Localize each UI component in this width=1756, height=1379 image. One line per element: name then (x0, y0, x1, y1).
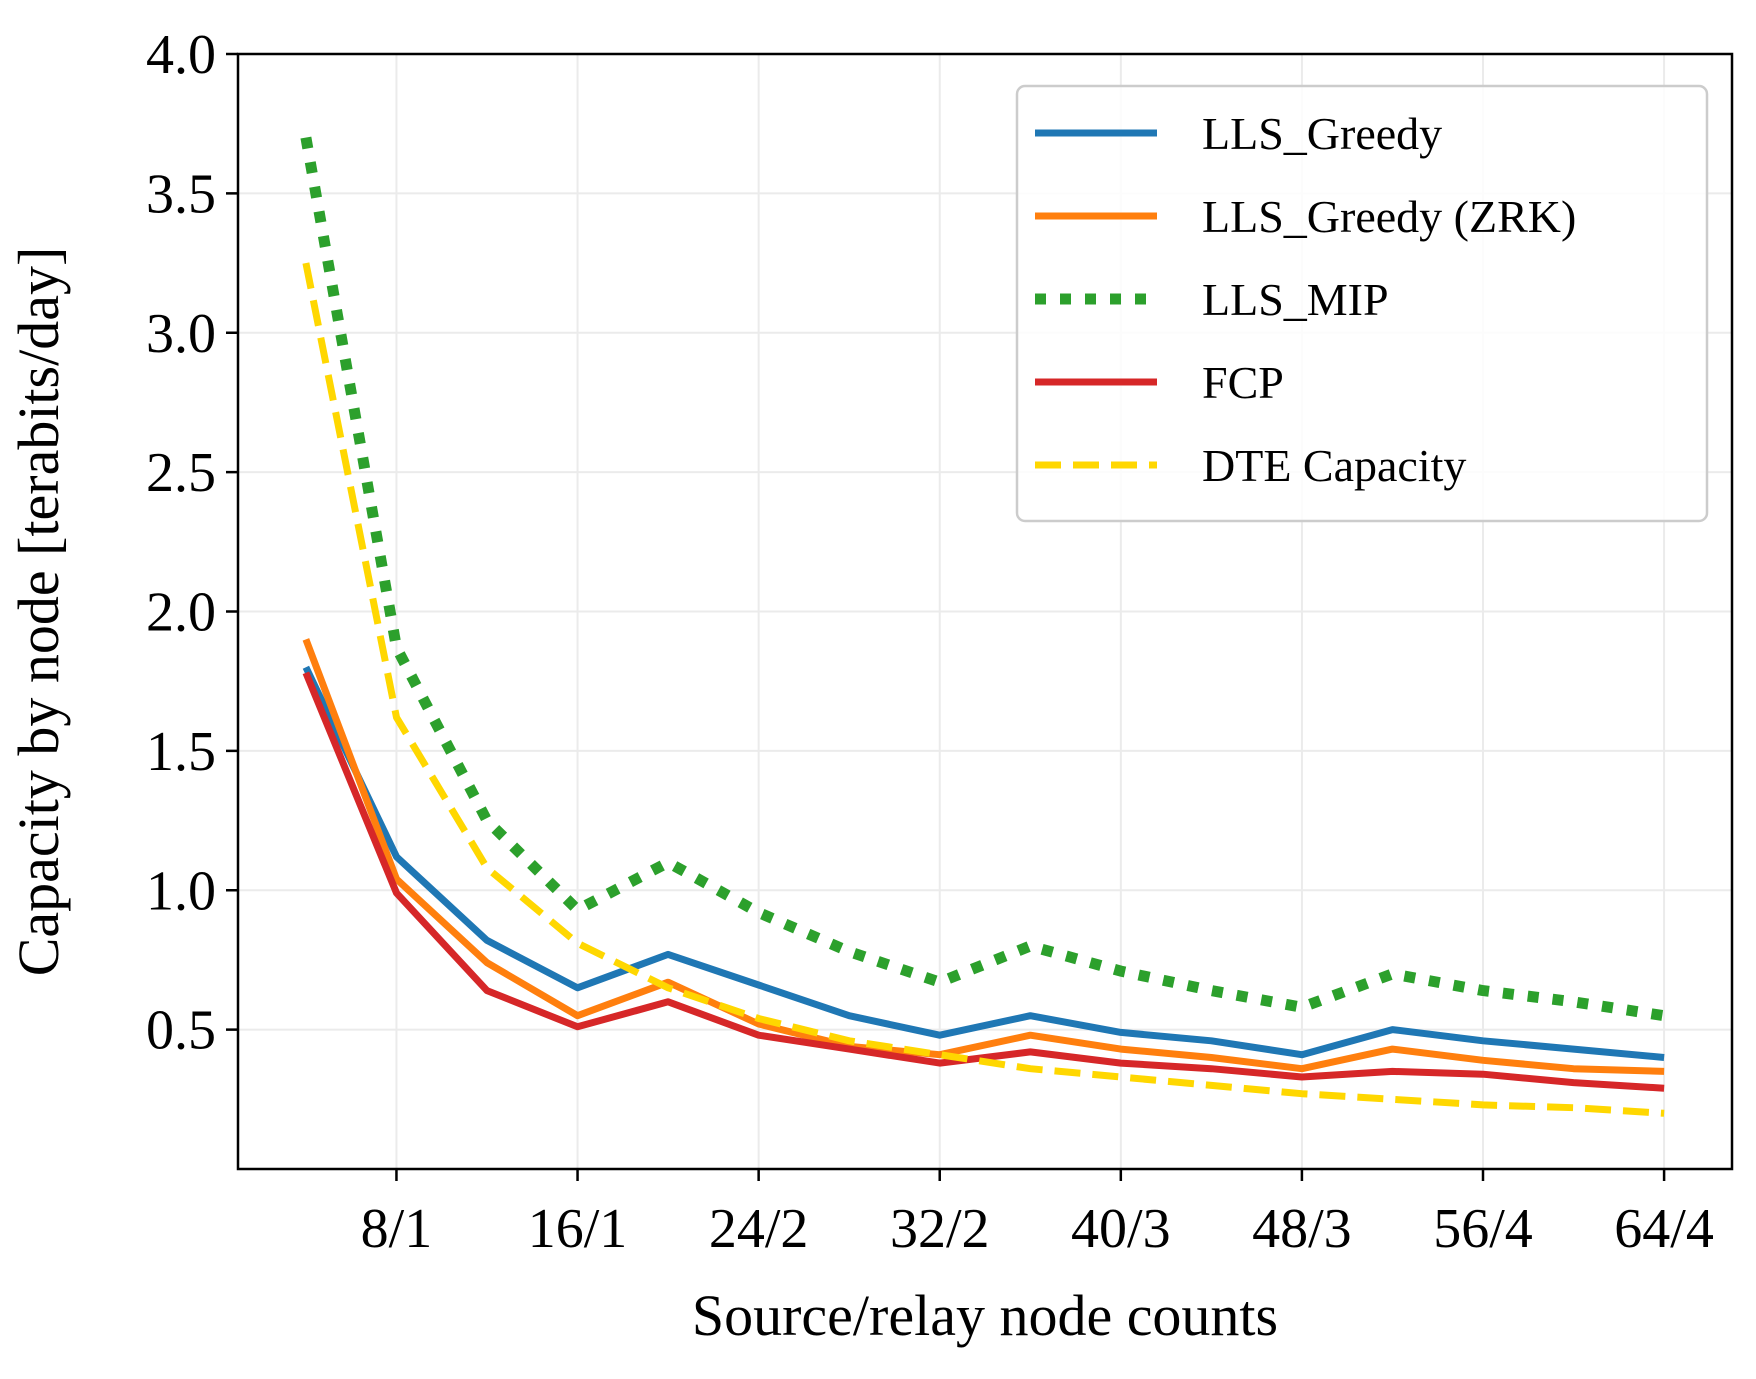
x-tick-label: 64/4 (1614, 1198, 1714, 1260)
x-tick-label: 16/1 (528, 1198, 628, 1260)
series-line-lls-mip (300, 136, 1665, 1022)
legend-box (1015, 84, 1709, 523)
x-tick-label: 48/3 (1252, 1198, 1352, 1260)
y-tick-label: 3.5 (146, 163, 216, 225)
y-tick-label: 2.0 (146, 582, 216, 644)
legend-label: DTE Capacity (1202, 440, 1466, 491)
x-tick-label: 32/2 (890, 1198, 990, 1260)
series-line-lls-greedy (302, 665, 1665, 1061)
series-line-dte-capacity (302, 262, 1665, 1117)
y-tick-label: 1.5 (146, 721, 216, 783)
legend-label: LLS_Greedy (ZRK) (1202, 191, 1576, 242)
legend: LLS_Greedy LLS_Greedy (ZRK) LLS_MIP FCP DTE … (1015, 84, 1709, 523)
y-tick-label: 0.5 (146, 1000, 216, 1062)
legend-label: LLS_Greedy (1202, 108, 1442, 159)
series-lines (300, 136, 1665, 1117)
y-axis-ticks: 0.5 1.0 1.5 2.0 2.5 3.0 3.5 4.0 (146, 24, 238, 1062)
x-axis-title: Source/relay node counts (692, 1283, 1278, 1348)
series-line-fcp (302, 671, 1665, 1092)
y-tick-label: 4.0 (146, 24, 216, 86)
series-line-lls-greedy-zrk (302, 638, 1665, 1075)
legend-label: LLS_MIP (1202, 274, 1389, 325)
y-tick-label: 1.0 (146, 860, 216, 922)
x-tick-label: 24/2 (709, 1198, 809, 1260)
x-tick-label: 56/4 (1433, 1198, 1533, 1260)
x-tick-label: 40/3 (1071, 1198, 1171, 1260)
legend-label: FCP (1202, 357, 1284, 408)
x-axis-ticks: 8/1 16/1 24/2 32/2 40/3 48/3 56/4 64/4 (361, 1169, 1714, 1260)
y-tick-label: 2.5 (146, 442, 216, 504)
y-tick-label: 3.0 (146, 303, 216, 365)
y-axis-title: Capacity by node [terabits/day] (6, 247, 71, 977)
x-tick-label: 8/1 (361, 1198, 433, 1260)
